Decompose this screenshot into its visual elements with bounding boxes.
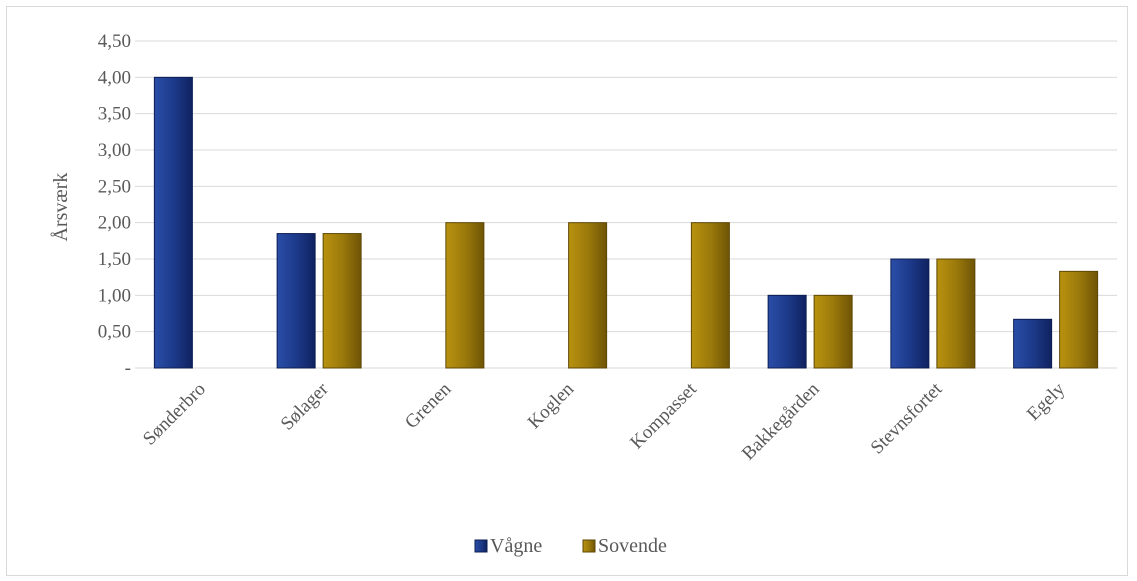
bar-vagne [276, 233, 316, 369]
y-tick-label: 1,00 [98, 285, 131, 306]
bar-sovende [813, 294, 853, 369]
x-category-label: Grenen [401, 378, 456, 433]
chart-frame: - 0,50 1,00 1,50 2,00 2,50 3,00 3,50 4,00 4,50 Sø… [6, 6, 1128, 576]
legend-label: Vågne [490, 535, 542, 557]
bar-vagne [890, 258, 930, 369]
legend-label: Sovende [598, 535, 667, 557]
bar-sovende [568, 222, 608, 369]
x-axis-categories: Sønderbro Sølager Grenen Koglen Kompasset Bak… [139, 378, 1069, 464]
legend-swatch-sovende [582, 539, 596, 553]
legend-swatch-vagne [474, 539, 488, 553]
y-tick-label: - [125, 358, 131, 379]
bar-vagne [767, 294, 807, 369]
x-category-label: Egely [1023, 378, 1070, 425]
y-tick-label: 3,00 [98, 140, 131, 161]
y-tick-label: 3,50 [98, 104, 131, 125]
x-category-label: Stevnsfortet [867, 378, 947, 458]
bar-chart: - 0,50 1,00 1,50 2,00 2,50 3,00 3,50 4,00 4,50 Sø… [50, 31, 1117, 557]
y-axis-title: Årsværk [50, 173, 72, 242]
bar-sovende [936, 258, 976, 369]
y-tick-label: 4,00 [98, 67, 131, 88]
x-category-label: Koglen [524, 378, 579, 433]
y-tick-label: 2,50 [98, 176, 131, 197]
bar-sovende [690, 222, 730, 369]
y-tick-label: 1,50 [98, 249, 131, 270]
legend: Vågne Sovende [474, 535, 667, 557]
x-category-label: Bakkegården [738, 378, 824, 464]
bar-vagne [153, 76, 193, 369]
x-category-label: Sølager [277, 378, 333, 434]
y-tick-label: 4,50 [98, 31, 131, 52]
bar-sovende [445, 222, 485, 369]
y-tick-label: 2,00 [98, 213, 131, 234]
bar-sovende [1059, 270, 1099, 369]
bar-sovende [322, 233, 362, 369]
x-category-label: Sønderbro [139, 379, 210, 450]
y-axis-ticks: - 0,50 1,00 1,50 2,00 2,50 3,00 3,50 4,00 4,50 [98, 31, 131, 379]
bar-vagne [1013, 318, 1053, 369]
y-tick-label: 0,50 [98, 322, 131, 343]
bars [153, 76, 1099, 369]
x-category-label: Kompasset [626, 378, 701, 453]
